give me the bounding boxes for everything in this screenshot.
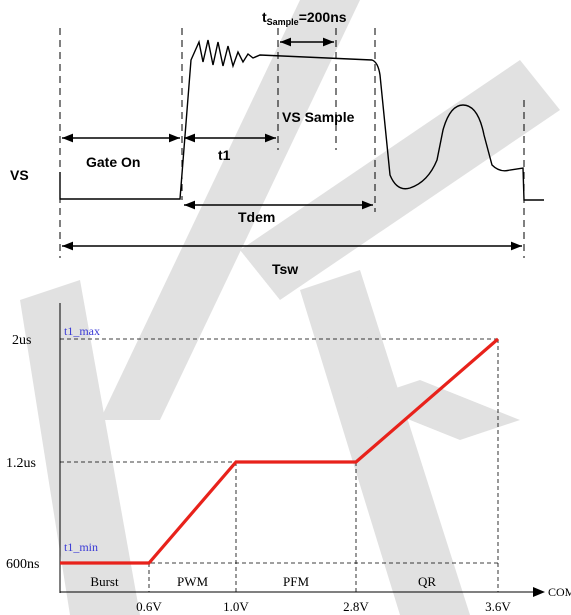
tdem-label: Tdem	[238, 209, 275, 225]
region-label-pfm: PFM	[283, 574, 309, 589]
vs-sample-label: VS Sample	[282, 109, 355, 125]
region-label-qr: QR	[418, 574, 436, 589]
tsw-label: Tsw	[272, 261, 298, 277]
tsample-prefix: t	[262, 9, 267, 25]
t1-max-label: t1_max	[64, 324, 100, 338]
gate-on-label: Gate On	[86, 154, 140, 170]
y-tick-label-2us: 2us	[12, 333, 31, 348]
tsample-subscript: Sample	[267, 17, 299, 27]
y-tick-label-1.2us: 1.2us	[6, 456, 36, 471]
region-label-burst: Burst	[90, 574, 119, 589]
x-tick-label-1.0V: 1.0V	[223, 599, 249, 614]
t1-curve	[60, 337, 500, 565]
x-axis-label: COMP	[548, 585, 571, 599]
watermark-stroke-2	[20, 280, 140, 615]
tsample-value: =200ns	[299, 9, 347, 25]
t1-vs-comp-chart: 600ns 1.2us 2us 0.6V 1.0V 2.8V 3.6V Burst PWM PFM…	[6, 303, 571, 614]
t1-min-label: t1_min	[64, 540, 98, 554]
vs-waveform	[59, 39, 544, 201]
timing-diagram: VS Gate On t1 VS Sample Tdem Tsw tSample…	[10, 9, 544, 277]
vs-label: VS	[10, 167, 29, 183]
watermark	[20, 0, 560, 615]
x-axis-arrowhead	[533, 587, 545, 597]
watermark-stroke-5	[360, 380, 520, 440]
watermark-stroke-4	[300, 270, 470, 615]
x-tick-label-3.6V: 3.6V	[485, 599, 511, 614]
watermark-stroke-1	[100, 0, 360, 420]
region-label-pwm: PWM	[177, 574, 209, 589]
tsample-label: tSample=200ns	[262, 9, 347, 27]
y-tick-label-600ns: 600ns	[6, 557, 39, 572]
x-tick-label-2.8V: 2.8V	[343, 599, 369, 614]
t1-label: t1	[218, 147, 231, 163]
x-tick-label-0.6V: 0.6V	[136, 599, 162, 614]
